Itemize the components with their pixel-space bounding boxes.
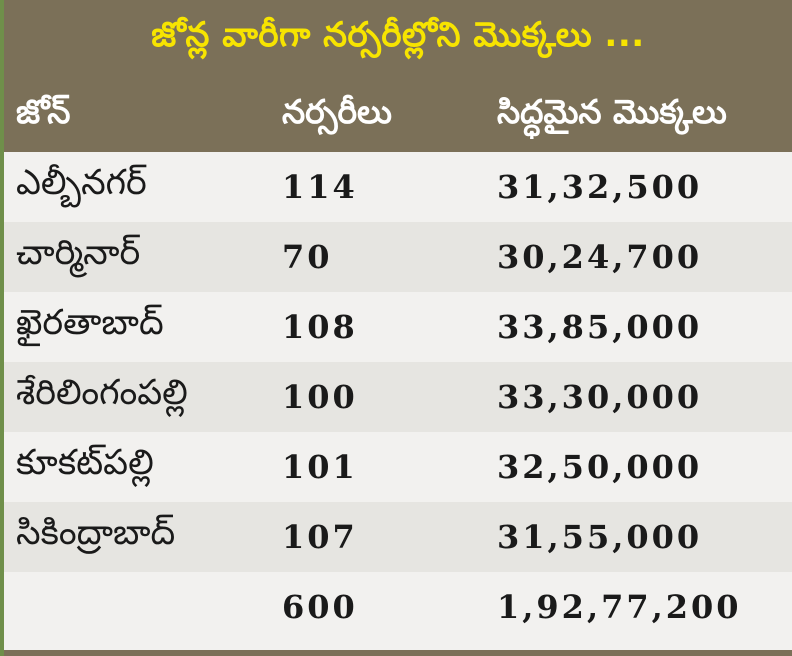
zone-cell: కూకట్‌పల్లి [16, 443, 154, 483]
zone-cell: సికింద్రాబాద్ [16, 513, 176, 553]
total-nurseries-cell: 600 [282, 588, 358, 626]
table-row: శేరిలింగంపల్లి 100 33,30,000 [4, 362, 792, 432]
header-nurseries: నర్సరీలు [282, 91, 392, 131]
nurseries-cell: 108 [282, 308, 358, 346]
bottom-border [4, 650, 792, 656]
table-row: ఖైరతాబాద్ 108 33,85,000 [4, 292, 792, 362]
total-plants-cell: 1,92,77,200 [497, 588, 742, 626]
table-title: జోన్ల వారీగా నర్సరీల్లోని మొక్కలు ... [4, 0, 792, 78]
table-row: కూకట్‌పల్లి 101 32,50,000 [4, 432, 792, 502]
table-row: ఎల్బీనగర్ 114 31,32,500 [4, 152, 792, 222]
nurseries-cell: 100 [282, 378, 358, 416]
plants-cell: 33,85,000 [497, 308, 703, 346]
table-row: సికింద్రాబాద్ 107 31,55,000 [4, 502, 792, 572]
header-plants: సిద్ధమైన మొక్కలు [497, 91, 727, 131]
table-row: చార్మినార్ 70 30,24,700 [4, 222, 792, 292]
nurseries-cell: 114 [282, 168, 358, 206]
zone-cell: ఖైరతాబాద్ [16, 303, 164, 343]
nurseries-cell: 107 [282, 518, 358, 556]
zone-cell: ఎల్బీనగర్ [16, 163, 147, 203]
table-header-row: జోన్ నర్సరీలు సిద్ధమైన మొక్కలు [4, 78, 792, 152]
zone-cell: శేరిలింగంపల్లి [16, 373, 188, 413]
plants-cell: 30,24,700 [497, 238, 703, 276]
plants-cell: 31,55,000 [497, 518, 703, 556]
plants-cell: 32,50,000 [497, 448, 703, 486]
nurseries-cell: 101 [282, 448, 358, 486]
plants-cell: 31,32,500 [497, 168, 703, 206]
plants-cell: 33,30,000 [497, 378, 703, 416]
table-body: ఎల్బీనగర్ 114 31,32,500 చార్మినార్ 70 30… [4, 152, 792, 642]
nurseries-cell: 70 [282, 238, 333, 276]
total-row: 600 1,92,77,200 [4, 572, 792, 642]
zone-cell: చార్మినార్ [16, 233, 141, 273]
header-zone: జోన్ [16, 91, 71, 131]
